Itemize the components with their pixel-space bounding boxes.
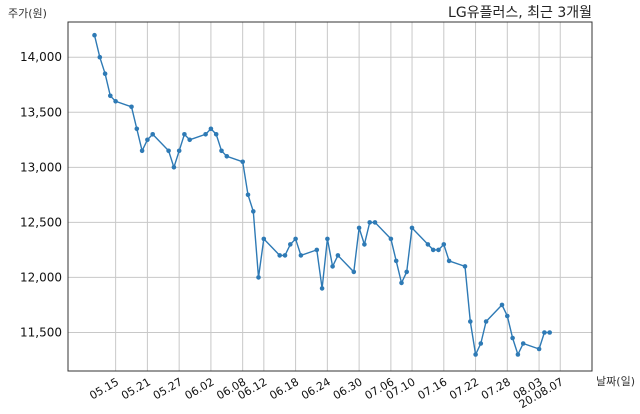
price-point — [362, 242, 367, 247]
price-point — [150, 132, 155, 137]
price-point — [298, 253, 304, 258]
y-gridlines — [68, 56, 592, 333]
price-point — [536, 346, 542, 352]
x-tick-label: 06.30 — [331, 375, 365, 402]
price-point — [372, 220, 378, 225]
price-point — [473, 352, 478, 357]
x-tick-labels: 05.1505.2105.2706.0206.0806.1206.1806.24… — [87, 375, 565, 411]
price-point — [441, 242, 447, 247]
y-tick-label: 12,500 — [20, 215, 62, 229]
price-point — [404, 269, 410, 275]
price-point — [240, 159, 245, 165]
x-axis-title: 날짜(일) — [596, 374, 635, 388]
price-point — [203, 132, 208, 137]
price-point — [166, 148, 171, 154]
price-point — [145, 137, 150, 143]
price-point — [113, 99, 118, 104]
price-point — [351, 269, 357, 275]
price-point — [505, 313, 510, 319]
price-point — [330, 264, 335, 269]
price-point — [430, 247, 436, 253]
price-point — [261, 236, 267, 242]
price-point — [251, 209, 256, 214]
price-point — [399, 280, 404, 286]
price-point — [388, 236, 394, 242]
x-tick-label: 06.18 — [267, 375, 301, 402]
x-tick-label: 06.02 — [183, 375, 217, 402]
price-point — [293, 236, 298, 242]
x-tick-label: 05.21 — [119, 375, 153, 402]
price-point — [547, 330, 552, 335]
price-point — [288, 242, 293, 247]
price-point — [139, 148, 145, 154]
price-point — [256, 275, 261, 280]
price-point — [282, 253, 288, 258]
price-point — [393, 258, 399, 264]
y-tick-label: 14,000 — [20, 50, 62, 64]
price-point — [129, 104, 134, 110]
x-tick-label: 05.27 — [151, 375, 185, 402]
price-point — [520, 341, 526, 346]
price-point — [134, 126, 140, 132]
chart-title: LG유플러스, 최근 3개월 — [448, 5, 592, 21]
price-point — [367, 220, 373, 225]
price-point — [92, 32, 97, 38]
x-tick-label: 07.28 — [479, 375, 513, 402]
x-tick-label: 05.15 — [87, 375, 121, 402]
price-point — [425, 242, 431, 247]
y-tick-label: 13,500 — [20, 105, 62, 119]
price-point — [213, 132, 219, 137]
price-line — [93, 35, 550, 357]
price-point — [499, 302, 505, 308]
price-point — [187, 137, 192, 143]
price-point — [483, 319, 489, 324]
price-points — [92, 32, 552, 357]
y-tick-label: 12,000 — [20, 270, 62, 284]
price-point — [97, 54, 103, 60]
price-point — [468, 319, 473, 324]
price-point — [325, 236, 330, 242]
y-tick-label: 11,500 — [20, 325, 62, 339]
price-point — [409, 225, 415, 231]
price-point — [335, 253, 341, 258]
price-point — [219, 148, 224, 154]
x-tick-label: 06.24 — [299, 375, 333, 402]
price-point — [208, 126, 214, 132]
price-point — [182, 132, 187, 137]
price-point — [515, 352, 521, 357]
price-point — [176, 148, 182, 154]
price-point — [171, 165, 177, 170]
price-point — [542, 330, 547, 335]
price-point — [462, 264, 468, 269]
price-point — [446, 258, 452, 264]
x-gridlines — [115, 22, 561, 371]
price-point — [319, 286, 325, 291]
price-point — [277, 253, 283, 258]
price-point — [224, 154, 230, 159]
price-point — [102, 71, 108, 76]
x-tick-label: 07.16 — [416, 375, 450, 402]
price-point — [510, 335, 515, 341]
price-point — [478, 341, 484, 346]
price-point — [245, 192, 251, 198]
x-tick-label: 07.22 — [447, 375, 481, 402]
y-tick-label: 13,000 — [20, 160, 62, 174]
y-axis-title: 주가(원) — [8, 7, 47, 20]
y-tick-labels: 11,500 12,000 12,500 13,000 13,500 14,000 — [20, 50, 62, 339]
plot-frame — [67, 21, 593, 372]
price-point — [436, 247, 441, 253]
price-point — [314, 247, 320, 253]
price-point — [108, 93, 113, 99]
price-point — [356, 225, 362, 231]
